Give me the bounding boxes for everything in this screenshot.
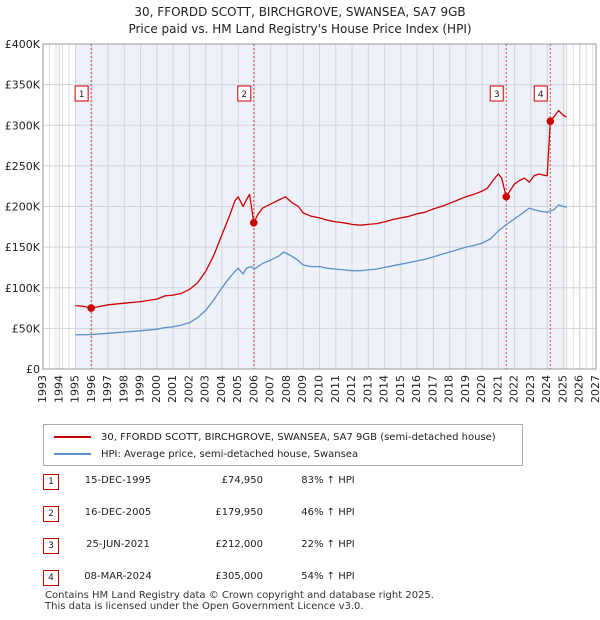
x-tick-label: 2010 (313, 375, 326, 403)
sale-point (502, 192, 511, 201)
sale-date: 08-MAR-2024 (84, 571, 152, 582)
legend-label-hpi: HPI: Average price, semi-detached house,… (101, 448, 359, 460)
attribution-footer: Contains HM Land Registry data © Crown c… (45, 590, 434, 612)
x-tick-label: 2006 (247, 375, 260, 403)
x-tick-label: 2007 (264, 375, 277, 403)
sale-price: £74,950 (221, 475, 263, 486)
x-tick-label: 2003 (199, 375, 212, 403)
legend: 30, FFORDD SCOTT, BIRCHGROVE, SWANSEA, S… (43, 424, 523, 466)
y-tick-label: £200K (5, 201, 41, 214)
legend-swatch-property (54, 436, 91, 438)
sale-marker: 2 (43, 506, 59, 522)
x-tick-label: 2025 (556, 375, 569, 403)
x-tick-label: 2024 (540, 375, 553, 403)
sale-point (87, 304, 95, 312)
sale-row: 4 08-MAR-2024 £305,000 54% ↑ HPI (43, 570, 483, 588)
sale-marker-box (489, 85, 504, 102)
attribution-line-2: This data is licensed under the Open Gov… (45, 601, 364, 612)
sale-hpi-change: 22% ↑ HPI (301, 539, 355, 550)
x-tick-label: 1995 (69, 375, 82, 403)
y-tick-label: £100K (5, 282, 41, 295)
legend-swatch-hpi (54, 453, 91, 455)
x-tick-label: 2002 (182, 375, 195, 403)
x-tick-label: 2027 (589, 375, 600, 403)
sale-marker-box (533, 85, 548, 102)
sale-marker-label: 1 (79, 90, 85, 100)
chart-title-line-1: 30, FFORDD SCOTT, BIRCHGROVE, SWANSEA, S… (134, 5, 466, 19)
sale-price: £212,000 (215, 539, 263, 550)
x-tick-label: 2017 (426, 375, 439, 403)
x-tick-label: 2020 (475, 375, 488, 403)
y-tick-label: £350K (5, 79, 41, 92)
x-tick-label: 1997 (101, 375, 114, 403)
x-tick-label: 2012 (345, 375, 358, 403)
price-paid-line (75, 109, 567, 309)
x-tick-label: 1996 (85, 375, 98, 403)
x-tick-label: 2022 (508, 375, 521, 403)
x-tick-label: 2026 (573, 375, 586, 403)
legend-item-property: 30, FFORDD SCOTT, BIRCHGROVE, SWANSEA, S… (54, 429, 496, 445)
chart-title: 30, FFORDD SCOTT, BIRCHGROVE, SWANSEA, S… (0, 4, 600, 38)
sale-date: 16-DEC-2005 (84, 507, 152, 518)
sale-marker-box (237, 85, 252, 102)
sale-marker-label: 3 (494, 90, 500, 100)
x-tick-label: 1993 (36, 375, 49, 403)
y-tick-label: £50K (12, 322, 41, 335)
y-tick-label: £250K (5, 160, 41, 173)
legend-label-property: 30, FFORDD SCOTT, BIRCHGROVE, SWANSEA, S… (101, 431, 496, 443)
x-tick-label: 2004 (215, 375, 228, 403)
x-tick-label: 2001 (166, 375, 179, 403)
sale-marker-box (74, 85, 89, 102)
sale-row: 2 16-DEC-2005 £179,950 46% ↑ HPI (43, 506, 483, 524)
x-tick-label: 1999 (134, 375, 147, 403)
x-tick-label: 2013 (361, 375, 374, 403)
x-tick-label: 2016 (410, 375, 423, 403)
x-tick-label: 1998 (117, 375, 130, 403)
sale-hpi-change: 54% ↑ HPI (301, 571, 355, 582)
sale-row: 1 15-DEC-1995 £74,950 83% ↑ HPI (43, 474, 483, 492)
x-tick-label: 2005 (231, 375, 244, 403)
sale-hpi-change: 83% ↑ HPI (301, 475, 355, 486)
y-tick-label: £300K (5, 119, 41, 132)
y-tick-label: £400K (5, 38, 41, 51)
sale-price: £305,000 (215, 571, 263, 582)
sale-price: £179,950 (215, 507, 263, 518)
x-tick-label: 2000 (150, 375, 163, 403)
sale-hpi-change: 46% ↑ HPI (301, 507, 355, 518)
x-tick-label: 2014 (378, 375, 391, 403)
legend-item-hpi: HPI: Average price, semi-detached house,… (54, 446, 358, 462)
plot-border (42, 43, 597, 370)
x-tick-label: 2011 (329, 375, 342, 403)
x-tick-label: 2018 (443, 375, 456, 403)
hpi-line (75, 204, 567, 336)
sale-row: 3 25-JUN-2021 £212,000 22% ↑ HPI (43, 538, 483, 556)
x-tick-label: 2023 (524, 375, 537, 403)
y-tick-label: £150K (5, 241, 41, 254)
sale-point (249, 218, 258, 227)
sale-marker: 3 (43, 538, 59, 554)
sale-point (546, 117, 555, 125)
x-tick-label: 2008 (280, 375, 293, 403)
sale-date: 15-DEC-1995 (84, 475, 152, 486)
sale-marker: 4 (43, 570, 59, 586)
chart-title-line-2: Price paid vs. HM Land Registry's House … (128, 22, 472, 36)
x-tick-label: 1994 (52, 375, 65, 403)
x-tick-label: 2019 (459, 375, 472, 403)
sale-marker-label: 4 (538, 90, 544, 100)
x-tick-label: 2009 (296, 375, 309, 403)
x-tick-label: 2015 (394, 375, 407, 403)
sale-marker: 1 (43, 474, 59, 490)
price-chart: £0 £50K £100K £150K £200K £250K £300K £350K £400… (5, 38, 600, 403)
sale-marker-label: 2 (241, 90, 247, 100)
x-tick-label: 2021 (491, 375, 504, 403)
sale-date: 25-JUN-2021 (86, 539, 150, 550)
attribution-line-1: Contains HM Land Registry data © Crown c… (45, 590, 434, 601)
y-tick-label: £0 (26, 363, 40, 376)
